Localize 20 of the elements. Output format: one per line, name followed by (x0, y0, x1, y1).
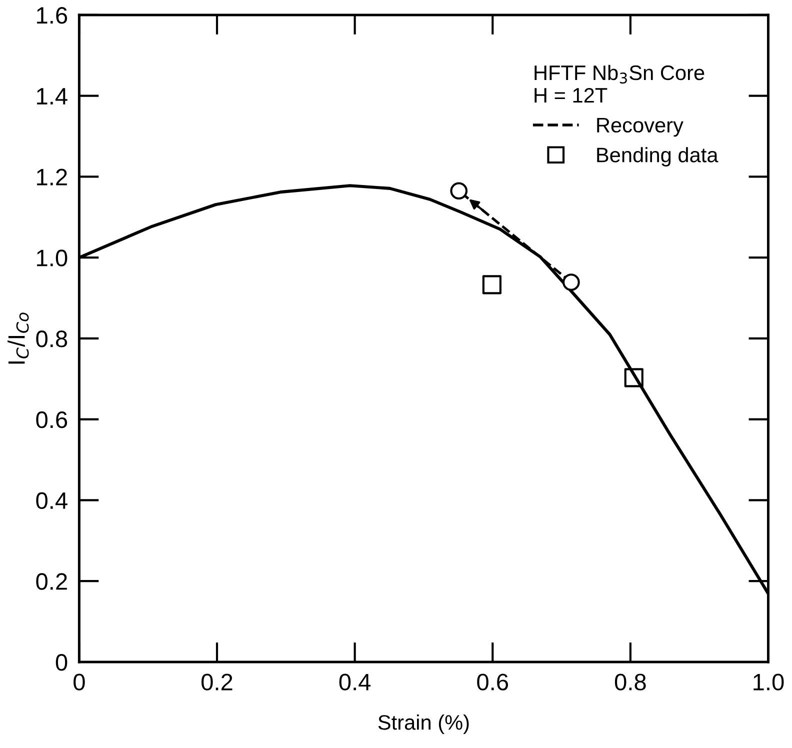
y-tick-label: 0.8 (36, 330, 68, 348)
x-tick-label: 0.4 (339, 674, 371, 690)
y-tick-label: 1.0 (37, 250, 68, 266)
y-tick-label: 0.4 (36, 492, 68, 510)
y-tick-label: 1.6 (37, 7, 68, 24)
legend-label: Bending data (597, 147, 718, 166)
x-tick-label: 0.8 (614, 674, 646, 690)
x-tick-label: 0.2 (202, 674, 232, 690)
y-axis-title: I$_{C}$/I$_{Co}$ (8, 312, 29, 364)
y-tick-label: 1.4 (37, 88, 68, 104)
legend-title: HFTF Nb$_{3}$Sn Core H = 12T (534, 64, 704, 102)
y-tick-label: 1.2 (37, 168, 67, 186)
x-tick-label: 0.6 (477, 674, 508, 690)
y-tick-label: 0 (56, 654, 68, 671)
x-tick-label: 0 (74, 674, 85, 690)
y-tick-label: 0.6 (36, 411, 68, 428)
x-tick-label: 1.0 (754, 674, 784, 690)
x-axis-title: Strain (%) (378, 714, 469, 734)
legend-label: Recovery (597, 118, 684, 137)
y-tick-label: 0.2 (36, 573, 67, 590)
